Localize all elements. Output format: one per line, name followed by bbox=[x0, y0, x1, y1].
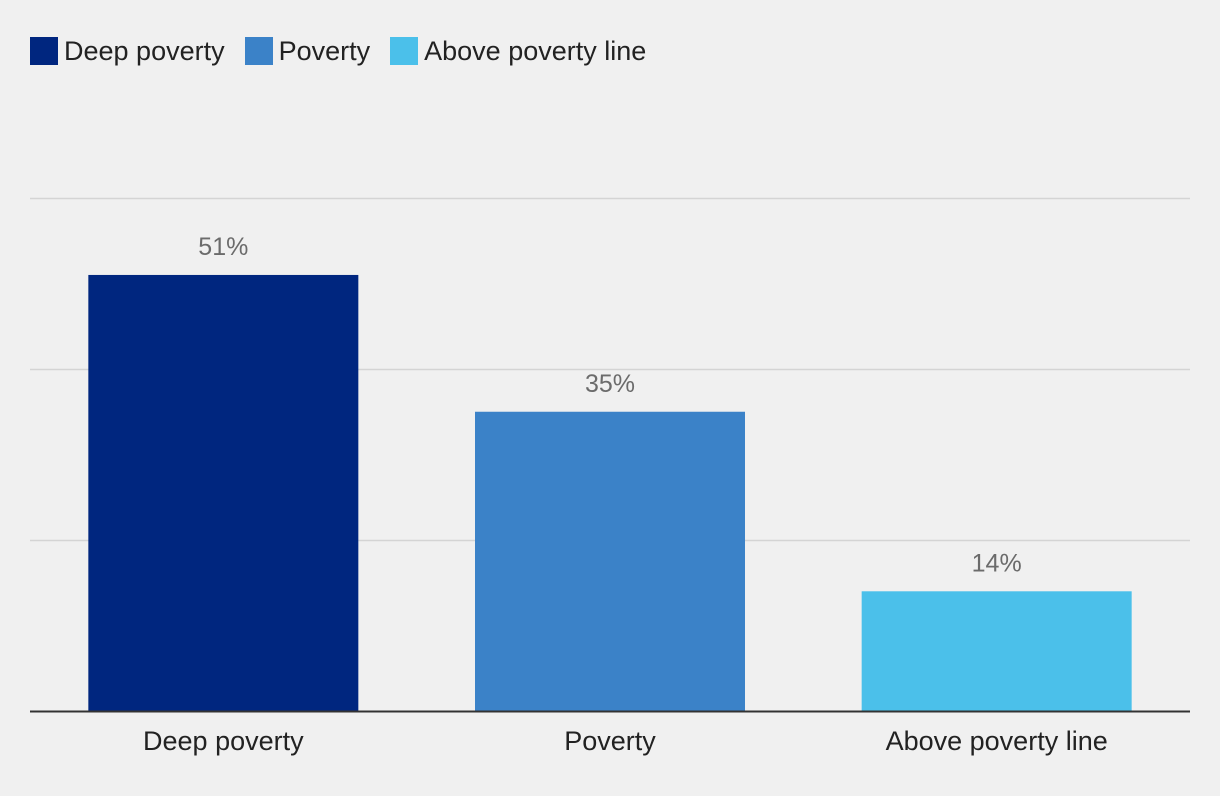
bar bbox=[861, 591, 1132, 711]
x-tick-label: Above poverty line bbox=[886, 726, 1108, 756]
data-label: 51% bbox=[198, 233, 248, 261]
legend-label-above-poverty-line: Above poverty line bbox=[424, 35, 647, 66]
data-label: 35% bbox=[585, 370, 635, 398]
bar bbox=[475, 411, 745, 711]
legend-swatch-above-poverty-line bbox=[390, 37, 419, 65]
x-tick-label: Deep poverty bbox=[143, 726, 304, 756]
legend-swatch-poverty bbox=[244, 37, 273, 65]
data-label: 14% bbox=[972, 549, 1022, 577]
legend-item-deep-poverty: Deep poverty bbox=[30, 36, 225, 67]
legend-swatch-deep-poverty bbox=[30, 37, 58, 65]
legend-label-poverty: Poverty bbox=[278, 35, 371, 66]
legend-item-above-poverty-line: Above poverty line bbox=[390, 36, 646, 67]
legend-item-poverty: Poverty bbox=[244, 35, 371, 67]
x-tick-label: Poverty bbox=[564, 726, 656, 756]
chart-legend: Deep poverty Poverty Above poverty line bbox=[30, 34, 666, 68]
legend-label-deep-poverty: Deep poverty bbox=[64, 35, 225, 66]
bar bbox=[88, 274, 359, 711]
